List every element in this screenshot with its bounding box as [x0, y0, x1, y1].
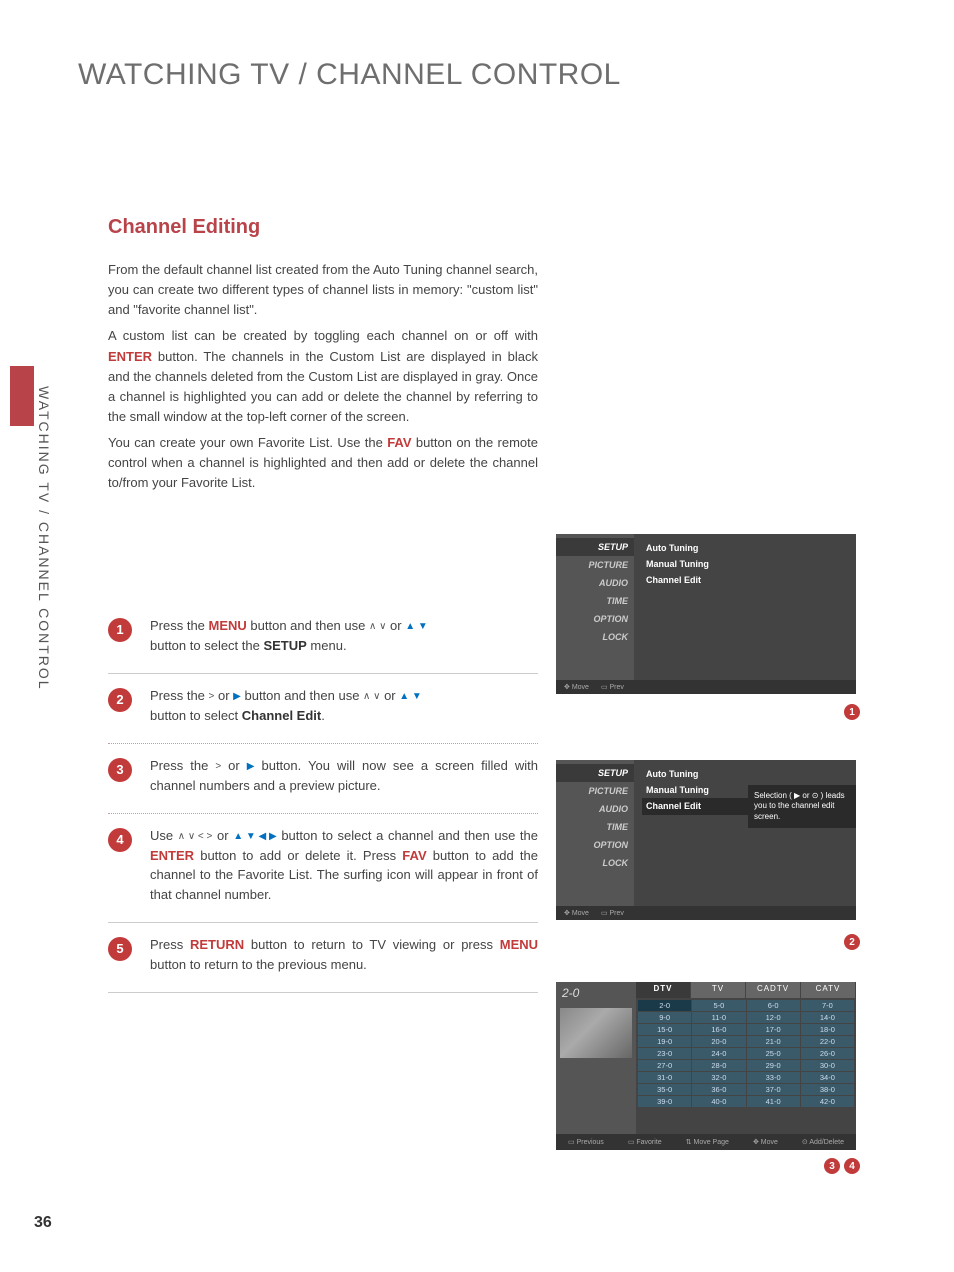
channel-cell: 39-0	[638, 1096, 691, 1107]
step-badge-5: 5	[108, 937, 132, 961]
channel-cell: 26-0	[801, 1048, 854, 1059]
osd-sidebar: SETUP PICTURE AUDIO TIME OPTION LOCK	[556, 534, 634, 694]
arrow-right-icon: ▶	[233, 689, 241, 704]
channel-cell: 33-0	[747, 1072, 800, 1083]
channel-cell: 20-0	[692, 1036, 745, 1047]
channel-cell: 42-0	[801, 1096, 854, 1107]
step-2: 2 Press the > or ▶ button and then use ∧…	[108, 674, 538, 744]
page-title: WATCHING TV / CHANNEL CONTROL	[78, 58, 621, 92]
side-tab	[10, 366, 34, 426]
channel-cell: 34-0	[801, 1072, 854, 1083]
enter-label: ENTER	[108, 349, 152, 364]
ref-badge-4: 4	[844, 1158, 860, 1174]
osd-main: Auto Tuning Manual Tuning Channel Edit	[634, 534, 856, 694]
channel-cell: 11-0	[692, 1012, 745, 1023]
channel-cell: 35-0	[638, 1084, 691, 1095]
channel-cell: 28-0	[692, 1060, 745, 1071]
channel-cell: 25-0	[747, 1048, 800, 1059]
arrow-updown-icon: ▲ ▼	[399, 689, 422, 704]
channel-cell: 23-0	[638, 1048, 691, 1059]
channel-cell: 38-0	[801, 1084, 854, 1095]
intro-p2: A custom list can be created by toggling…	[108, 326, 538, 427]
step-4: 4 Use ∧ ∨ < > or ▲ ▼ ◀ ▶ button to selec…	[108, 814, 538, 923]
channel-cell: 6-0	[747, 1000, 800, 1011]
page-number: 36	[34, 1214, 52, 1232]
step-badge-1: 1	[108, 618, 132, 642]
step-badge-4: 4	[108, 828, 132, 852]
step-3: 3 Press the > or ▶ button. You will now …	[108, 744, 538, 814]
channel-cell: 32-0	[692, 1072, 745, 1083]
channel-cell: 36-0	[692, 1084, 745, 1095]
channel-cell: 37-0	[747, 1084, 800, 1095]
ref-badge-2: 2	[844, 934, 860, 950]
arrow-all-icon: ▲ ▼ ◀ ▶	[233, 829, 277, 844]
intro-block: From the default channel list created fr…	[108, 260, 538, 500]
side-label: WATCHING TV / CHANNEL CONTROL	[36, 386, 52, 691]
channel-cell: 2-0	[638, 1000, 691, 1011]
intro-p3: You can create your own Favorite List. U…	[108, 433, 538, 493]
channel-cell: 29-0	[747, 1060, 800, 1071]
updown-icon: ∧ ∨	[363, 689, 380, 704]
channel-cell: 5-0	[692, 1000, 745, 1011]
ref-badge-3: 3	[824, 1158, 840, 1174]
osd-footer: ✥ Move ▭ Prev	[556, 906, 856, 920]
channel-cell: 17-0	[747, 1024, 800, 1035]
osd-main: Auto Tuning Manual Tuning Channel Edit▶	[634, 760, 856, 920]
osd-screenshot-3: 2-0 DTV TV CADTV CATV 2-05-06-07-09-011-…	[556, 982, 856, 1150]
up-icon: ∧ ∨	[369, 619, 386, 634]
ref-badge-1: 1	[844, 704, 860, 720]
step-5: 5 Press RETURN button to return to TV vi…	[108, 923, 538, 993]
osd-tooltip: Selection ( ▶ or ⊙ ) leads you to the ch…	[748, 785, 856, 828]
osd3-tabs: DTV TV CADTV CATV	[636, 982, 856, 998]
arrow-up-down-icon: ▲ ▼	[405, 619, 428, 634]
steps-list: 1 Press the MENU button and then use ∧ ∨…	[108, 604, 538, 993]
step-1: 1 Press the MENU button and then use ∧ ∨…	[108, 604, 538, 674]
channel-cell: 7-0	[801, 1000, 854, 1011]
channel-cell: 15-0	[638, 1024, 691, 1035]
channel-cell: 21-0	[747, 1036, 800, 1047]
channel-cell: 30-0	[801, 1060, 854, 1071]
channel-cell: 24-0	[692, 1048, 745, 1059]
channel-cell: 14-0	[801, 1012, 854, 1023]
osd-screenshot-2: SETUP PICTURE AUDIO TIME OPTION LOCK Aut…	[556, 760, 856, 920]
channel-cell: 18-0	[801, 1024, 854, 1035]
nav-icon: ∧ ∨ < >	[178, 829, 213, 844]
channel-cell: 22-0	[801, 1036, 854, 1047]
channel-cell: 27-0	[638, 1060, 691, 1071]
osd-screenshot-1: SETUP PICTURE AUDIO TIME OPTION LOCK Aut…	[556, 534, 856, 694]
osd3-footer: ▭ Previous ▭ Favorite ⇅ Move Page ✥ Move…	[556, 1134, 856, 1150]
osd-footer: ✥ Move ▭ Prev	[556, 680, 856, 694]
channel-grid: 2-05-06-07-09-011-012-014-015-016-017-01…	[636, 998, 856, 1109]
section-title: Channel Editing	[108, 216, 260, 239]
step-badge-3: 3	[108, 758, 132, 782]
intro-p1: From the default channel list created fr…	[108, 260, 538, 320]
channel-cell: 41-0	[747, 1096, 800, 1107]
channel-cell: 40-0	[692, 1096, 745, 1107]
channel-cell: 12-0	[747, 1012, 800, 1023]
osd-sidebar: SETUP PICTURE AUDIO TIME OPTION LOCK	[556, 760, 634, 920]
step-badge-2: 2	[108, 688, 132, 712]
channel-cell: 16-0	[692, 1024, 745, 1035]
osd3-preview-pane: 2-0	[556, 982, 636, 1150]
preview-thumb	[560, 1008, 632, 1058]
channel-cell: 31-0	[638, 1072, 691, 1083]
fav-label: FAV	[387, 435, 411, 450]
channel-cell: 9-0	[638, 1012, 691, 1023]
channel-cell: 19-0	[638, 1036, 691, 1047]
